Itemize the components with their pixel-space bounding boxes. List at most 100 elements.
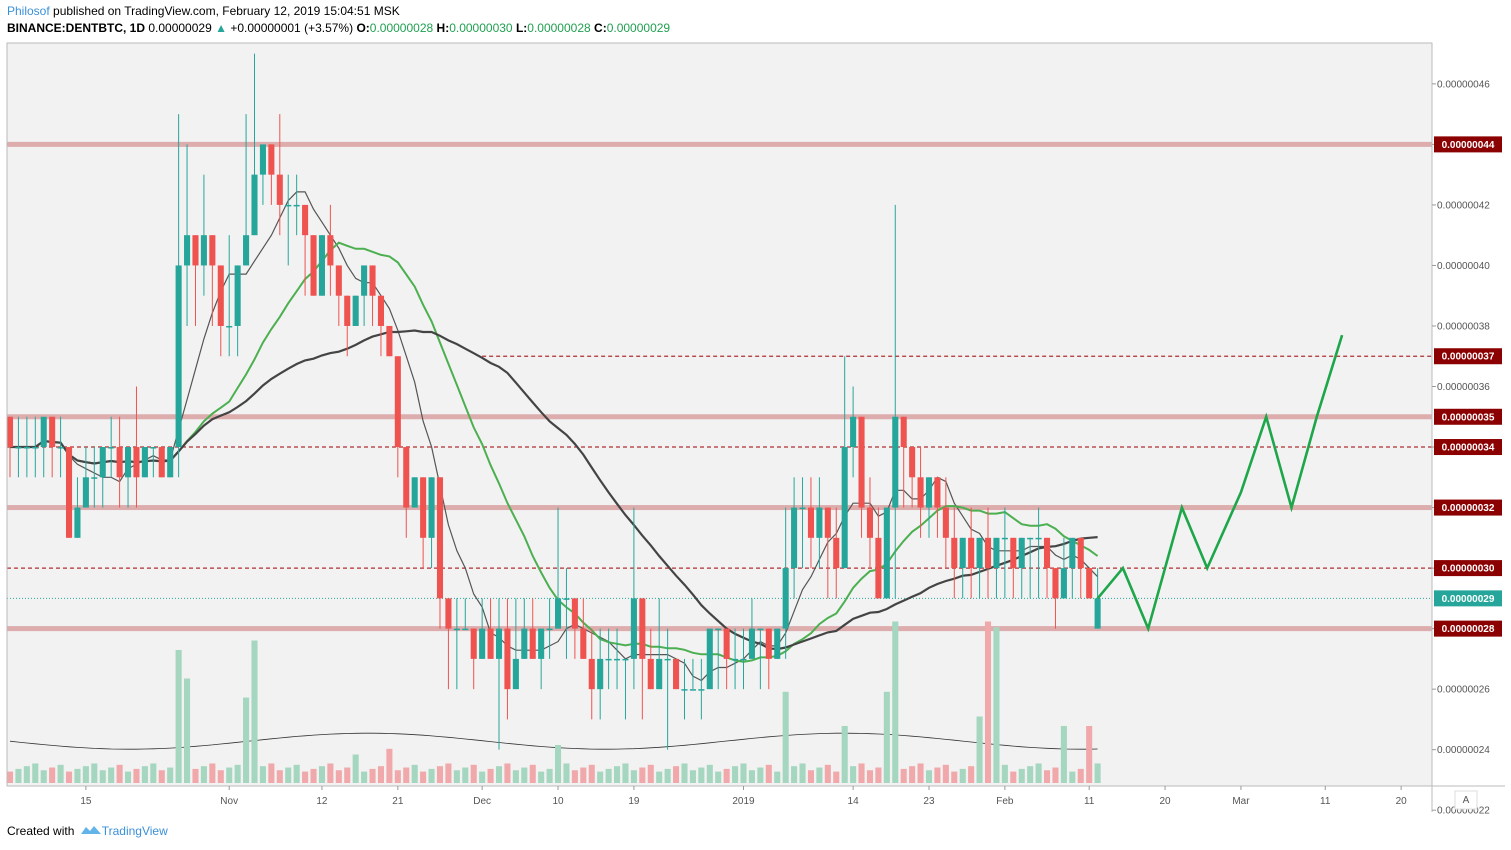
volume-bar — [639, 767, 646, 783]
volume-bar — [74, 768, 81, 783]
candle-body — [850, 416, 857, 448]
candle-body — [327, 235, 334, 266]
candle-body — [99, 447, 106, 478]
candle-body — [656, 658, 663, 690]
volume-bar — [82, 766, 89, 783]
candle-body — [436, 477, 444, 599]
candle-body — [799, 507, 806, 510]
candle-body — [765, 628, 772, 659]
volume-bar — [765, 764, 772, 783]
volume-bar — [310, 768, 317, 783]
volume-bar — [909, 766, 916, 783]
candle-body — [740, 658, 747, 661]
y-tick-label: 0.00000026 — [1437, 685, 1490, 696]
auto-scale-label[interactable]: A — [1463, 795, 1470, 806]
volume-bar — [706, 764, 713, 783]
volume-bar — [715, 771, 722, 783]
candle-body — [82, 477, 89, 508]
x-tick-label: 10 — [552, 796, 564, 807]
volume-bar — [976, 716, 983, 783]
open-label: O: — [356, 21, 370, 35]
volume-bar — [1027, 766, 1034, 783]
y-tick-label: 0.00000046 — [1437, 79, 1490, 90]
volume-bar — [285, 767, 292, 783]
candle-body — [369, 265, 376, 296]
candle-body — [175, 265, 182, 448]
close-label: C: — [594, 21, 607, 35]
x-axis[interactable]: 15 Nov 12 21 Dec 10 19 2019 14 23 Feb 11 20 Mar 11 20 — [80, 786, 1407, 807]
candle-body — [487, 628, 494, 659]
candle-body — [689, 689, 696, 691]
candle-body — [554, 598, 562, 629]
volume-bar — [538, 771, 545, 783]
volume-bar — [327, 763, 334, 783]
forecast-zigzag-line — [1096, 334, 1344, 633]
candle-body — [6, 416, 14, 448]
volume-bar — [1086, 726, 1093, 783]
candle-body — [259, 144, 266, 175]
candle-body — [200, 235, 207, 266]
candle-body — [866, 507, 874, 538]
volume-bar — [65, 771, 73, 783]
auto-scale-button[interactable] — [1454, 790, 1478, 810]
volume-bar — [40, 770, 47, 783]
candle-body — [23, 447, 30, 449]
candle-body — [706, 628, 713, 690]
candle-body — [681, 689, 688, 691]
candle-body — [925, 477, 933, 508]
volume-bar — [133, 768, 140, 783]
candle-body — [217, 265, 224, 326]
candles-layer — [6, 53, 1101, 750]
volume-bar — [1018, 768, 1025, 783]
volume-bar — [681, 763, 688, 783]
candle-body — [243, 235, 250, 266]
volume-bar — [968, 766, 975, 783]
candle-body — [723, 628, 730, 659]
volume-bar — [495, 766, 503, 783]
candle-body — [858, 416, 865, 508]
candle-body — [344, 295, 351, 326]
candle-body — [807, 507, 814, 538]
candle-body — [49, 416, 56, 448]
volume-bar — [234, 764, 241, 783]
volume-bar — [833, 771, 840, 783]
y-axis[interactable]: 0.000000460.000000440.000000420.00000040… — [1432, 79, 1490, 850]
candle-body — [108, 447, 115, 449]
volume-bar — [6, 771, 14, 783]
price-tag-label: 0.00000035 — [1442, 412, 1495, 423]
volume-bar — [816, 767, 823, 783]
volume-bar — [630, 770, 637, 783]
candle-body — [639, 598, 646, 659]
volume-bar — [352, 754, 359, 783]
candle-body — [318, 235, 325, 296]
candle-body — [1043, 537, 1051, 569]
volume-bar — [588, 764, 595, 783]
tradingview-link[interactable]: TradingView — [101, 824, 168, 838]
candle-body — [571, 598, 578, 629]
candle-body — [951, 537, 958, 569]
y-tick-label: 0.00000038 — [1437, 321, 1490, 332]
volume-bar — [377, 766, 385, 783]
volume-bar — [268, 763, 275, 783]
candle-body — [276, 174, 283, 205]
x-tick-label: 23 — [923, 796, 935, 807]
candle-body — [630, 598, 637, 659]
candle-body — [732, 658, 739, 661]
price-tag-label: 0.00000028 — [1442, 624, 1495, 635]
volume-bar — [698, 767, 705, 783]
forecast-layer — [1096, 334, 1344, 633]
volume-bar — [824, 764, 831, 783]
volume-bar — [883, 691, 890, 783]
volume-bar — [411, 764, 418, 783]
last-price: 0.00000029 — [148, 21, 212, 35]
author-name[interactable]: Philosof — [7, 4, 50, 18]
candle-body — [386, 325, 393, 357]
candle-body — [1018, 537, 1025, 569]
price-tags: 0.00000044 0.00000037 0.00000035 0.00000034… — [1434, 136, 1502, 637]
volume-bar — [167, 767, 174, 783]
candle-body — [883, 507, 890, 599]
volume-bar — [150, 763, 157, 783]
volume-bar — [959, 768, 966, 783]
volume-bar — [605, 768, 612, 783]
